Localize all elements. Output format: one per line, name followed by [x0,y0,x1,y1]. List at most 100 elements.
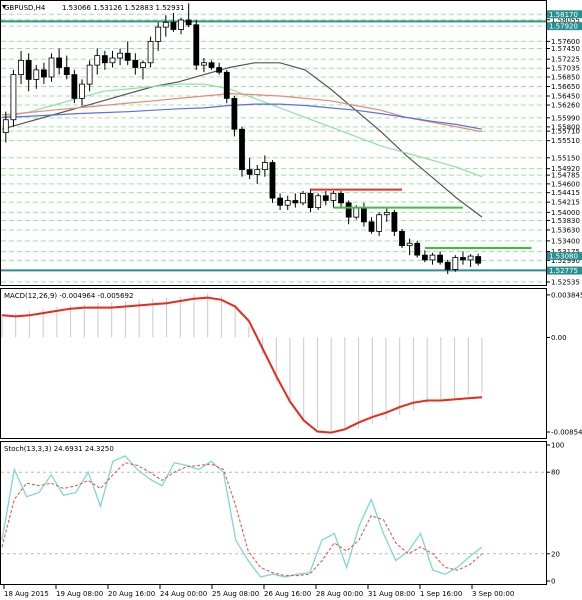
macd-axis-label: -0.008547 [551,428,582,436]
price-axis-label: 1.56650 [551,83,580,91]
candle-body [201,62,207,66]
candle-body [79,83,85,99]
stoch-panel-frame [0,441,547,585]
price-axis-label: 1.58055 [551,16,580,24]
price-axis-label: 1.57600 [551,38,580,46]
candle-body [147,40,154,64]
moving-average-line [1,103,483,130]
price-axis-label: 1.54600 [551,180,580,188]
price-axis-label: 1.54920 [551,165,580,173]
price-tag-box [547,266,582,275]
candle-body [208,62,215,68]
candle-body [41,69,47,78]
candle-body [330,192,337,201]
candle-body [421,254,428,261]
candle-body [261,162,268,171]
candle-body [109,57,116,64]
candle-body [391,211,398,232]
price-axis-label: 1.53630 [551,226,580,234]
symbol-dropdown-icon[interactable] [2,5,6,9]
price-tag-label: 1.57920 [549,23,578,31]
stoch-axis-label: 80 [551,469,560,477]
macd-axis: 0.003845 0.00 -0.008547 [546,291,582,436]
stoch-panel: Stoch(13,3,3) 24.6931 24.3250 [0,441,547,585]
time-axis-label: 28 Aug 00:00 [316,590,363,598]
candle-body [63,67,70,76]
candle-body [277,197,283,206]
candle-body [345,202,352,218]
candle-body [132,59,139,68]
candle-body [124,52,131,61]
price-axis-label: 1.54415 [551,189,580,197]
candle-body [338,192,344,204]
candle-body [368,221,375,232]
candle-body [94,55,101,66]
price-axis-label: 1.55710 [551,128,580,136]
candle-body [300,192,306,204]
candle-body [429,254,436,261]
candle-body [56,57,63,68]
candle-body [383,211,390,216]
time-axis: 18 Aug 2015 19 Aug 08:00 20 Aug 16:00 24 Au… [3,585,514,598]
price-axis-label: 1.57450 [551,45,580,53]
stoch-axis-label: 0 [551,578,555,586]
price-axis-label: 1.56450 [551,93,580,101]
candle-body [467,255,474,261]
price-axis-label: 1.53175 [551,248,580,256]
candle-body [246,169,253,175]
candle-body [406,242,413,247]
candle-body [376,214,383,232]
price-panel: GBPUSD,H4 1.53066 1.53126 1.52883 1.5293… [0,0,547,286]
price-axis-label: 1.53830 [551,217,580,225]
macd-axis-label: 0.00 [551,334,567,342]
candle-body [361,207,367,223]
candle-body [71,74,78,99]
time-axis-label: 1 Sep 16:00 [420,590,462,598]
candle-body [353,207,360,218]
price-panel-frame [0,0,547,286]
candle-body [322,195,329,201]
candle-body [2,119,9,133]
stoch-axis-label: 100 [551,442,564,450]
price-axis-label: 1.56850 [551,74,580,82]
candle-body [25,59,32,80]
candle-body [10,74,17,121]
candle-body [254,169,261,175]
macd-panel: MACD(12,26,9) -0.004964 -0.005692 [0,288,547,439]
price-ohlc-readout: 1.53066 1.53126 1.52883 1.52931 [62,4,184,12]
candle-body [33,69,40,80]
candle-body [231,97,238,130]
price-axis-label: 1.57035 [551,65,580,73]
stoch-main-line [1,455,483,578]
price-tag-label: 1.58170 [549,11,578,19]
candle-body [223,71,230,99]
stoch-axis-label: 20 [551,550,560,558]
candle-body [170,21,177,30]
price-axis-label: 1.55150 [551,154,580,162]
candle-body [452,257,459,270]
time-axis-label: 18 Aug 2015 [4,590,49,598]
time-axis-label: 19 Aug 08:00 [56,590,103,598]
macd-signal-line [1,296,483,434]
candle-body [269,162,276,199]
candle-body [117,52,123,59]
candle-body [155,26,162,42]
price-tag-label: 1.53080 [549,253,578,261]
price-panel-title: GBPUSD,H4 [4,4,46,12]
macd-panel-title: MACD(12,26,9) -0.004964 -0.005692 [4,292,133,300]
price-axis-label: 1.55800 [551,123,580,131]
candle-body [399,230,405,247]
candle-body [178,19,184,30]
price-axis-label: 1.55510 [551,137,580,145]
price-tag-box [547,22,582,31]
candle-body [140,62,146,68]
time-axis-label: 3 Sep 00:00 [472,590,514,598]
stoch-axis: 100 80 20 0 [546,442,564,586]
candle-body [101,55,108,64]
price-tag-label: 1.52775 [549,267,578,275]
price-axis-label: 1.52535 [551,278,580,286]
macd-axis-label: 0.003845 [551,291,582,299]
price-axis-label: 1.55990 [551,114,580,122]
